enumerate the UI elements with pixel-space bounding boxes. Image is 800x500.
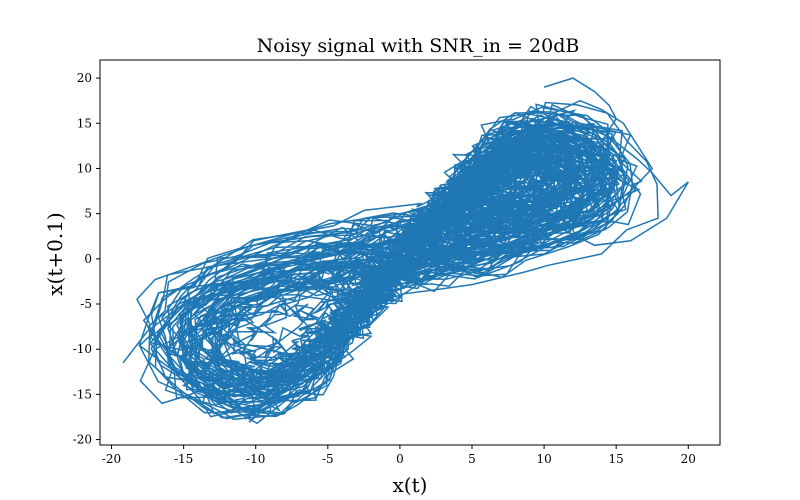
x-tick-label: 15: [609, 452, 624, 466]
y-axis: -20 -15 -10 -5 0 5 10 15 20: [73, 71, 100, 447]
y-tick-label: 20: [77, 71, 92, 85]
x-tick-label: 0: [396, 452, 404, 466]
y-tick-label: 15: [77, 116, 92, 130]
y-tick-label: -20: [73, 433, 92, 447]
x-axis: -20 -15 -10 -5 0 5 10 15 20: [102, 445, 696, 466]
x-tick-label: 20: [681, 452, 696, 466]
x-axis-label: x(t): [393, 473, 428, 497]
y-tick-label: -10: [73, 342, 92, 356]
trajectory-outline-upper: [521, 77, 654, 237]
x-tick-label: -20: [102, 452, 121, 466]
y-tick-label: 5: [84, 207, 92, 221]
y-tick-label: 0: [84, 252, 92, 266]
trajectory-series: [122, 77, 689, 425]
plot-area: [122, 77, 689, 425]
x-tick-label: 5: [468, 452, 476, 466]
x-tick-label: 10: [536, 452, 551, 466]
x-tick-label: -5: [322, 452, 334, 466]
y-tick-label: -15: [73, 387, 92, 401]
y-axis-label: x(t+0.1): [43, 212, 67, 296]
y-tick-label: 10: [77, 161, 92, 175]
plot-frame: [99, 59, 721, 446]
trajectory-segment: [148, 111, 643, 414]
trajectory-segment: [165, 143, 585, 410]
y-tick-label: -5: [80, 297, 92, 311]
x-tick-label: -10: [246, 452, 265, 466]
trajectory-outline: [122, 124, 689, 405]
chart-title: Noisy signal with SNR_in = 20dB: [257, 35, 580, 57]
x-tick-label: -15: [174, 452, 193, 466]
